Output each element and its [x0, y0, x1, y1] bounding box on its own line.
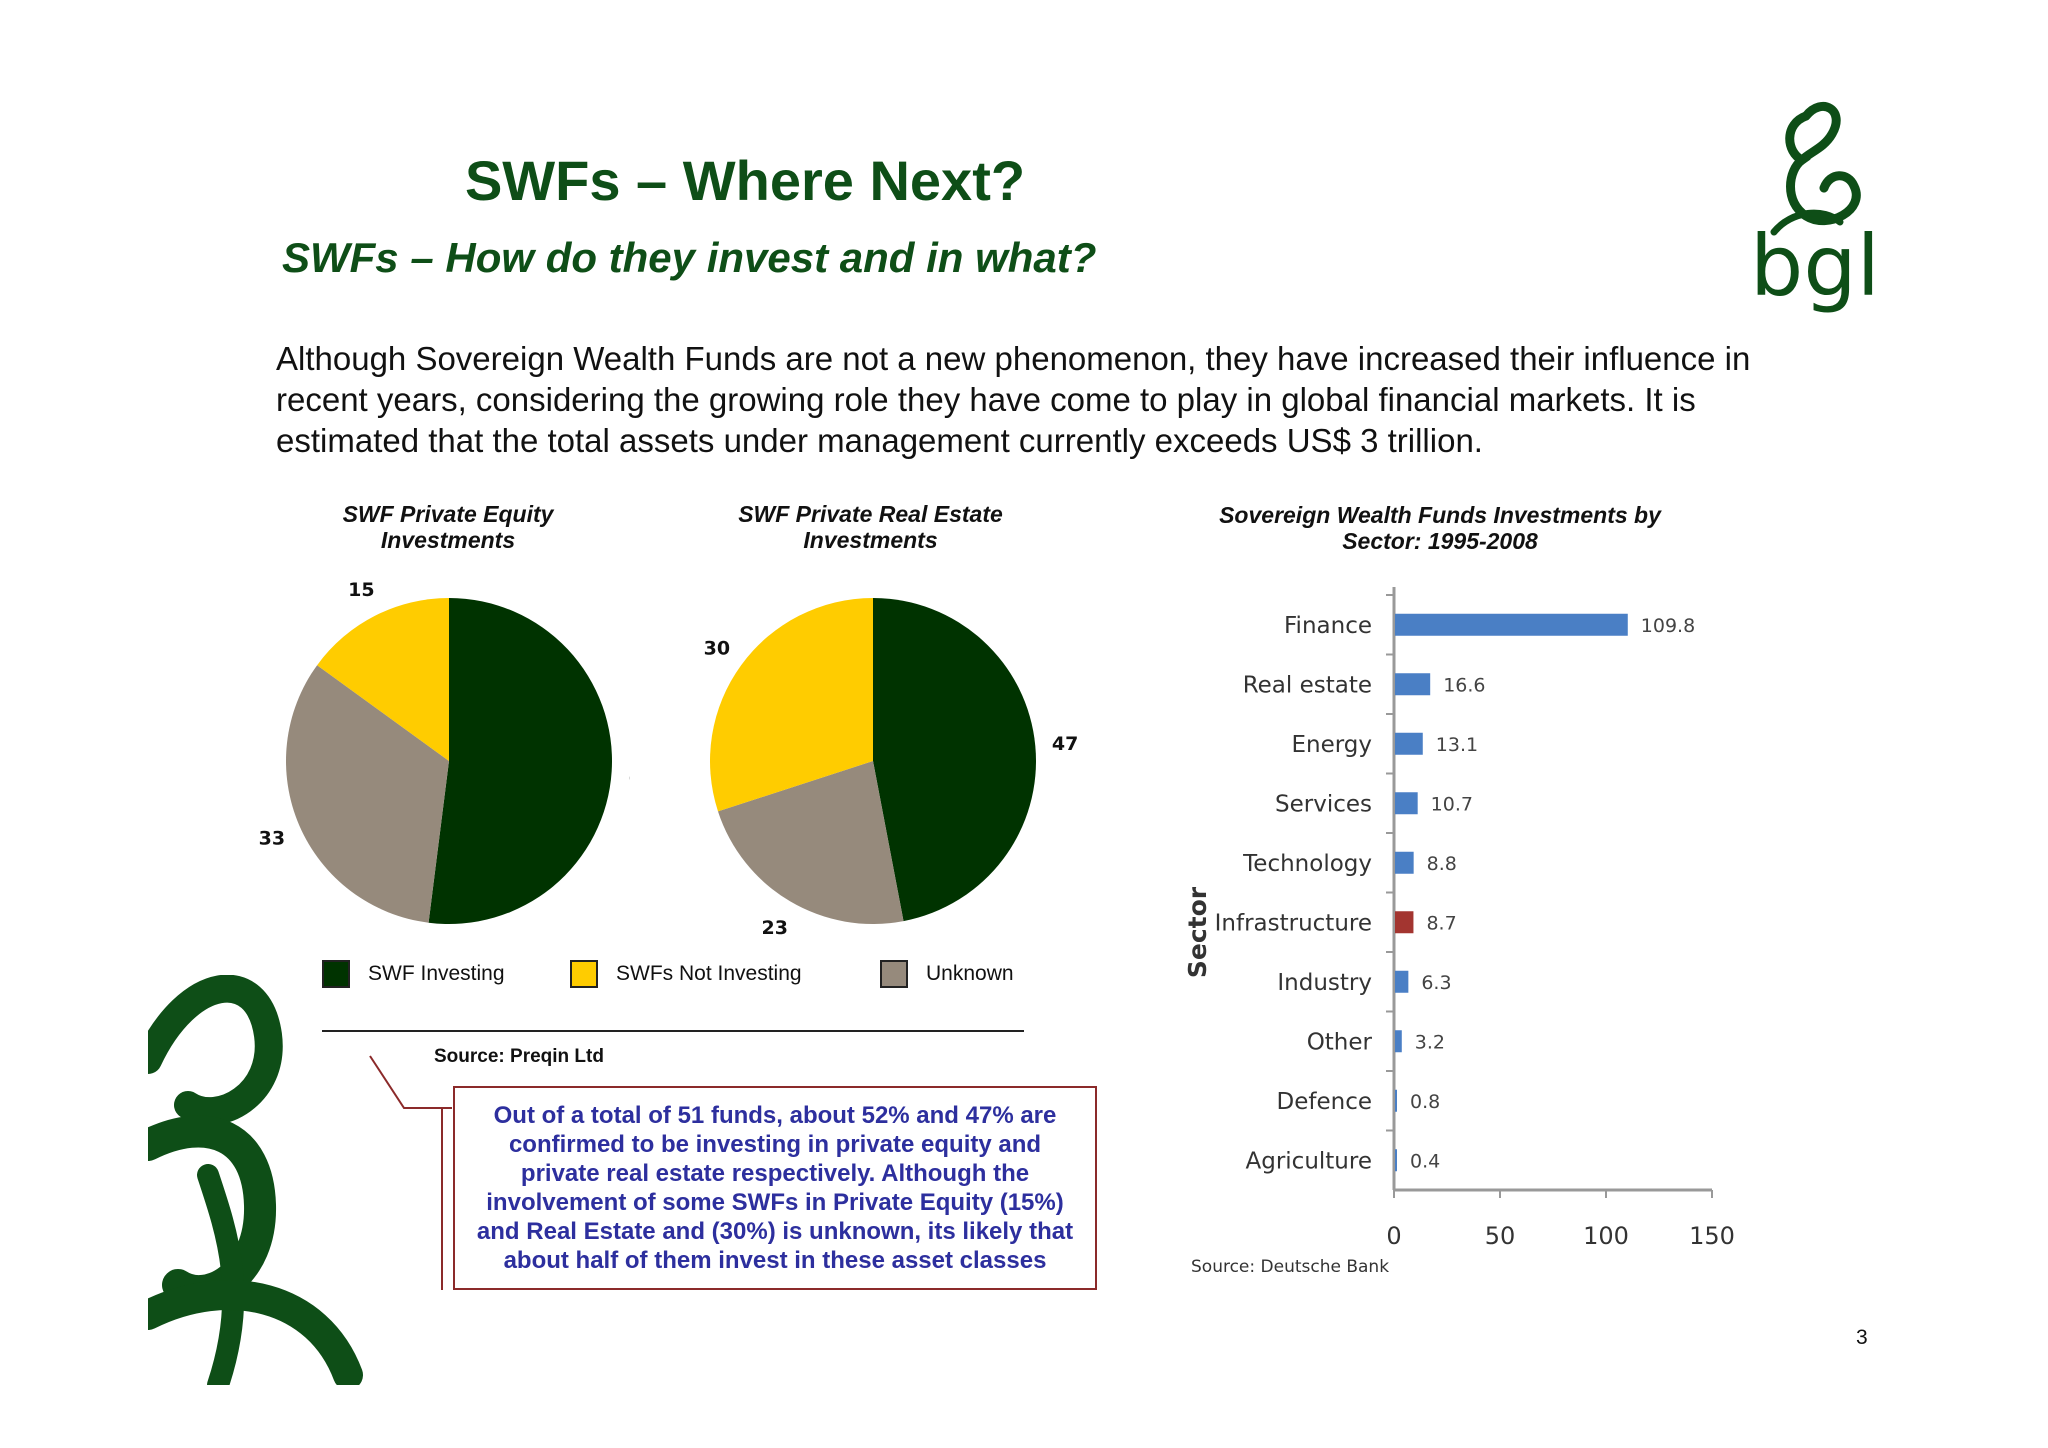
pie2-title: SWF Private Real Estate Investments [738, 501, 1003, 553]
legend-swfs-not-investing: SWFs Not Investing [570, 960, 802, 988]
pie-slice-swfs-not-investing [317, 598, 449, 761]
bar-agriculture [1395, 1149, 1397, 1172]
y-axis-title: Sector [1183, 886, 1212, 978]
legend-unknown: Unknown [880, 960, 1014, 988]
intro-paragraph: Although Sovereign Wealth Funds are not … [276, 340, 1751, 459]
bar-chart-title: Sovereign Wealth Funds Investments by Se… [1219, 502, 1661, 554]
category-label: Agriculture [1246, 1148, 1373, 1174]
bar-value-label: 6.3 [1421, 972, 1451, 994]
bar-industry [1395, 970, 1409, 993]
bar-defence [1395, 1089, 1397, 1112]
x-tick-label: 100 [1583, 1222, 1629, 1250]
bar-technology [1395, 851, 1414, 874]
bar-value-label: 3.2 [1415, 1031, 1445, 1053]
pie-data-label: 23 [762, 917, 788, 939]
x-tick-label: 50 [1485, 1222, 1516, 1250]
logo-text: bgl [1750, 217, 1880, 315]
bar-value-label: 8.7 [1426, 912, 1456, 934]
category-label: Industry [1277, 970, 1372, 996]
pie-data-label: 30 [704, 638, 730, 660]
category-label: Finance [1284, 613, 1372, 639]
x-tick-label: 0 [1386, 1222, 1401, 1250]
bar-other [1395, 1030, 1402, 1053]
pie-slice-swf-investing [873, 598, 1036, 922]
bar-value-label: 0.4 [1410, 1150, 1440, 1172]
bgl-logo: bgl [1744, 90, 1884, 320]
bar-value-label: 109.8 [1641, 615, 1695, 637]
category-label: Infrastructure [1215, 910, 1372, 936]
bar-chart-sector: Finance 109.8 Real estate 16.6 Energy 13.1 Ser… [1183, 587, 1735, 1277]
bar-value-label: 0.8 [1410, 1091, 1440, 1113]
page-title: SWFs – Where Next? [464, 149, 1026, 212]
bar-services [1395, 792, 1418, 815]
category-label: Real estate [1243, 672, 1372, 698]
source-deutsche-bank: Source: Deutsche Bank [1191, 1257, 1389, 1277]
legend-swatch [322, 960, 350, 988]
pie-slice-unknown [717, 761, 904, 924]
category-label: Other [1307, 1029, 1373, 1055]
divider [322, 1030, 1024, 1032]
page-subtitle: SWFs – How do they invest and in what? [282, 234, 1097, 281]
bgl-logo-mark: bgl [1750, 102, 1880, 315]
legend-label: SWFs Not Investing [616, 962, 802, 985]
bar-value-label: 16.6 [1443, 674, 1485, 696]
pie-data-label: 52 [628, 763, 630, 785]
callout-connector [369, 1055, 452, 1290]
pie1-title: SWF Private Equity Investments [342, 501, 554, 553]
pie-slice-swfs-not-investing [710, 598, 873, 812]
bar-finance [1395, 613, 1628, 636]
source-preqin: Source: Preqin Ltd [434, 1046, 604, 1067]
bar-infrastructure [1395, 911, 1414, 934]
bar-value-label: 13.1 [1436, 734, 1478, 756]
pie-chart-real-estate: 47 23 30 [704, 598, 1078, 939]
bar-value-label: 10.7 [1431, 793, 1473, 815]
pie-slice-unknown [286, 665, 449, 923]
page-number: 3 [1856, 1326, 1868, 1349]
pie-data-label: 33 [259, 828, 285, 850]
decorative-emblem [148, 975, 388, 1385]
bar-energy [1395, 732, 1423, 755]
category-label: Energy [1291, 732, 1372, 758]
pie-slice-swf-investing [428, 598, 613, 924]
legend-label: Unknown [926, 962, 1014, 985]
pie-data-label: 15 [348, 579, 374, 601]
category-label: Services [1275, 791, 1372, 817]
pie-data-label: 47 [1052, 733, 1078, 755]
x-tick-label: 150 [1689, 1222, 1735, 1250]
legend-swatch [570, 960, 598, 988]
bar-value-label: 8.8 [1427, 853, 1457, 875]
category-label: Technology [1242, 851, 1372, 877]
legend-swatch [880, 960, 908, 988]
category-label: Defence [1277, 1089, 1372, 1115]
bar-real-estate [1395, 673, 1431, 696]
legend-label: SWF Investing [368, 962, 505, 985]
callout-box: Out of a total of 51 funds, about 52% an… [453, 1086, 1097, 1290]
legend-swf-investing: SWF Investing [322, 960, 505, 988]
pie-chart-private-equity: 52 33 15 [259, 579, 630, 924]
